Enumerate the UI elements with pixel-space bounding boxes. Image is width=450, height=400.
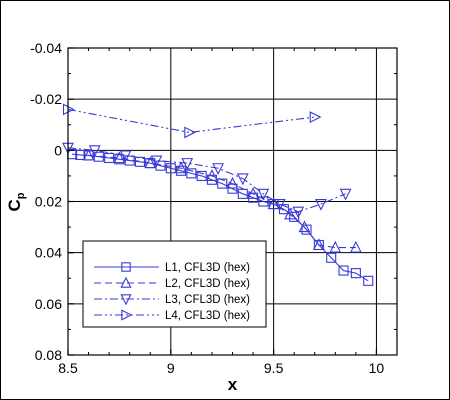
legend-label: L3, CFL3D (hex) [165, 294, 250, 306]
y-tick-labels: -0.04 -0.02 0 0.02 0.04 0.06 0.08 [30, 40, 62, 363]
x-tick-label: 10 [369, 360, 385, 376]
marker-square [196, 170, 207, 181]
marker-triangle-up [267, 197, 280, 210]
marker-triangle-down [88, 145, 101, 158]
marker-square [165, 163, 176, 174]
marker-square [75, 149, 86, 160]
legend-label: L2, CFL3D (hex) [165, 278, 250, 290]
marker-triangle-up [284, 207, 296, 220]
series-line [88, 154, 356, 249]
marker-triangle-down [315, 199, 327, 211]
marker-triangle-up [144, 156, 157, 169]
tick-layer [67, 47, 398, 356]
legend: L1, CFL3D (hex) L2, CFL3D (hex) L3, CFL3D … [82, 240, 267, 328]
marker-triangle-right [184, 126, 197, 139]
y-tick-label: 0 [54, 142, 62, 158]
marker-triangle-up [120, 276, 132, 288]
legend-label: L4, CFL3D (hex) [165, 310, 250, 322]
series-2 [82, 148, 362, 253]
x-axis-title: x [228, 375, 238, 394]
legend-box [82, 240, 267, 328]
y-tick-label: -0.02 [30, 91, 62, 107]
marker-triangle-up [247, 187, 259, 199]
marker-triangle-down [292, 206, 305, 219]
marker-square [326, 252, 337, 263]
marker-triangle-up [206, 169, 218, 181]
marker-square [350, 268, 361, 279]
marker-triangle-up [312, 238, 325, 251]
marker-triangle-down [150, 155, 163, 168]
marker-square [227, 183, 238, 194]
marker-triangle-up [349, 240, 362, 253]
y-tick-label: 0.02 [35, 194, 62, 210]
y-tick-label: 0.04 [35, 245, 62, 261]
marker-triangle-down [181, 158, 194, 170]
series-3 [62, 142, 352, 219]
x-tick-labels: 8.5 9 9.5 10 [58, 360, 384, 376]
marker-triangle-down [339, 188, 352, 201]
y-axis-title-subscript: p [15, 192, 27, 199]
marker-square [338, 265, 349, 276]
y-tick-label: -0.04 [30, 40, 62, 56]
series-layer [62, 103, 374, 286]
y-axis-title: Cp [5, 192, 27, 211]
marker-square [363, 275, 374, 286]
marker-triangle-down [236, 173, 249, 186]
marker-triangle-down [257, 188, 270, 201]
marker-triangle-up [298, 220, 311, 233]
marker-triangle-up [113, 151, 126, 164]
marker-triangle-down [120, 294, 132, 306]
marker-triangle-up [329, 240, 342, 253]
marker-square [237, 188, 248, 199]
series-line [67, 108, 315, 133]
y-axis-title-main: C [5, 199, 24, 211]
marker-square [217, 178, 228, 189]
y-axis-title-group: Cp [5, 192, 27, 211]
marker-triangle-right [121, 309, 133, 321]
legend-label: L1, CFL3D (hex) [165, 262, 250, 274]
marker-square [258, 196, 269, 207]
marker-triangle-down [273, 199, 286, 211]
marker-triangle-down [119, 150, 132, 163]
marker-triangle-up [175, 161, 187, 174]
x-tick-label: 9.5 [264, 360, 284, 376]
marker-square [186, 168, 197, 179]
marker-triangle-right [309, 111, 322, 123]
marker-triangle-up [226, 176, 239, 189]
marker-triangle-up [82, 148, 95, 161]
series-4 [62, 103, 322, 139]
y-tick-label: 0.08 [35, 347, 62, 363]
marker-square [121, 262, 131, 272]
marker-triangle-down [212, 163, 224, 175]
y-tick-label: 0.06 [35, 296, 62, 312]
x-tick-label: 9 [167, 360, 175, 376]
x-tick-label: 8.5 [58, 360, 78, 376]
